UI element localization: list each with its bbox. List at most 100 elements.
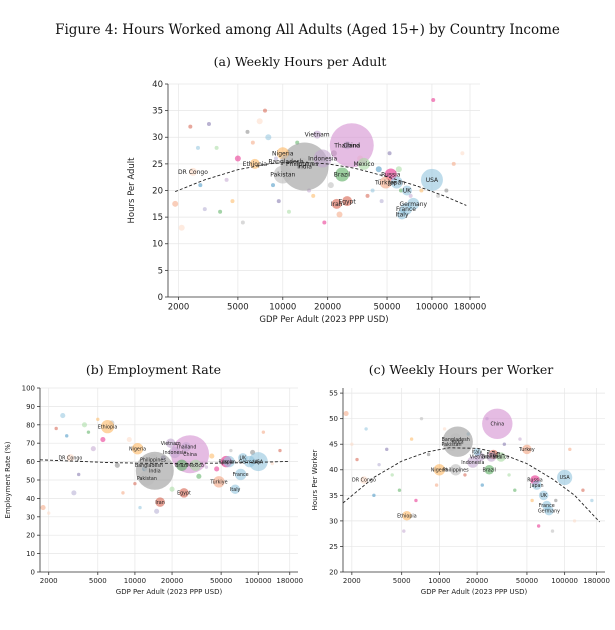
point-label-usa: USA (560, 475, 571, 481)
data-point (71, 490, 77, 496)
data-point (188, 124, 193, 129)
y-tick-label: 15 (152, 213, 163, 223)
x-axis-label: GDP Per Adult (2023 PPP USD) (116, 588, 223, 596)
point-label-pakistan: Pakistan (137, 476, 157, 482)
point-label-france: France (396, 206, 416, 213)
data-point (250, 140, 255, 145)
x-tick-label: 180000 (276, 577, 303, 585)
panel-b-title: (b) Employment Rate (85, 362, 222, 377)
data-point-pakistan (273, 165, 292, 184)
fit-line (343, 447, 600, 523)
point-label-vietnam: Vietnam (161, 441, 181, 447)
data-point (518, 437, 522, 441)
y-tick-label: 40 (152, 80, 163, 90)
point-label-uk: UK (540, 493, 548, 499)
data-point (100, 436, 106, 443)
point-label-germany: Germany (538, 508, 560, 514)
point-label-indonesia: Indonesia (461, 460, 484, 466)
data-point (278, 448, 282, 453)
data-point (409, 437, 414, 441)
data-point-japan (390, 176, 403, 189)
panel-c-title: (c) Weekly Hours per Worker (368, 362, 554, 377)
data-point-thailand (486, 452, 497, 462)
y-tick-label: 35 (152, 107, 163, 117)
data-point-iran (331, 198, 342, 209)
point-label-brazil: Brazil (175, 463, 188, 469)
data-point (198, 183, 203, 188)
y-tick-label: 35 (329, 492, 338, 500)
point-label-egypt: Egypt (177, 491, 191, 497)
x-tick-label: 10000 (428, 577, 450, 585)
x-tick-label: 100000 (551, 577, 578, 585)
data-point-france (234, 468, 247, 481)
data-point (154, 508, 160, 514)
data-point-italy (230, 484, 240, 494)
fit-line (175, 161, 467, 206)
data-point (311, 193, 316, 198)
data-point (480, 483, 484, 487)
x-tick-label: 5000 (89, 577, 107, 585)
point-label-japan: Japan (221, 459, 235, 465)
data-point (169, 486, 175, 492)
data-point (263, 108, 268, 113)
data-point-egypt (342, 196, 353, 207)
point-label-france: France (233, 472, 249, 478)
data-point (229, 448, 233, 453)
y-tick-label: 5 (158, 266, 163, 276)
data-point-china (482, 408, 513, 439)
x-tick-label: 2000 (343, 577, 361, 585)
data-point (96, 417, 100, 421)
chart-hours-per-adult: 0 5 10 15 20 25 30 35 40 2000 5000 10000 20000 50000 1… (127, 80, 486, 325)
data-point (365, 193, 370, 198)
data-point (502, 442, 507, 446)
point-label-dr-congo: DR Congo (58, 456, 82, 462)
point-label-mexico: Mexico (187, 463, 204, 469)
data-point (114, 462, 120, 468)
point-label-italy: Italy (230, 487, 241, 493)
data-point (90, 446, 96, 452)
data-point (530, 498, 534, 503)
point-label-china: China (343, 142, 360, 149)
data-point (414, 498, 418, 503)
point-label-dr-congo: DR Congo (352, 478, 376, 484)
point-label-bangladesh: Bangladesh (135, 463, 163, 469)
data-point (444, 188, 449, 193)
point-label-brazil: Brazil (483, 467, 496, 473)
y-tick-label: 40 (329, 466, 338, 474)
y-axis-label: Hours Per Worker (311, 449, 319, 510)
point-label-egypt: Egypt (338, 198, 356, 205)
data-point-mexico (189, 459, 202, 471)
point-label-indonesia: Indonesia (308, 156, 337, 163)
data-point (463, 473, 467, 477)
point-label-uk: UK (240, 456, 248, 462)
point-label-pakistan: Pakistan (270, 172, 295, 179)
y-tick-label: 20 (26, 532, 35, 540)
data-point-brazil (335, 167, 350, 182)
data-point (431, 97, 436, 102)
data-point (372, 493, 376, 498)
data-point (245, 129, 250, 134)
point-label-india: India (452, 439, 464, 445)
point-label-russia: Russia (527, 478, 542, 484)
data-point (224, 177, 229, 182)
point-label-philippines: Philippines (286, 161, 318, 168)
data-point-pakistan (139, 470, 155, 486)
y-tick-label: 40 (26, 495, 35, 503)
data-point-uk (538, 490, 549, 501)
y-tick-label: 20 (152, 186, 163, 196)
data-point (572, 519, 577, 523)
data-point (327, 182, 334, 189)
data-point-italy (473, 448, 481, 456)
y-tick-label: 100 (22, 384, 35, 392)
data-point-vietnam (165, 438, 176, 448)
data-point (206, 121, 211, 126)
point-label-mexico: Mexico (353, 161, 374, 168)
fit-line (40, 459, 290, 464)
y-tick-label: 10 (152, 240, 163, 250)
data-point-turkey (522, 444, 532, 455)
data-point-thailand (181, 442, 191, 452)
data-point (322, 220, 327, 225)
point-label-thailand: Thailand (175, 445, 197, 451)
data-point (209, 453, 215, 459)
